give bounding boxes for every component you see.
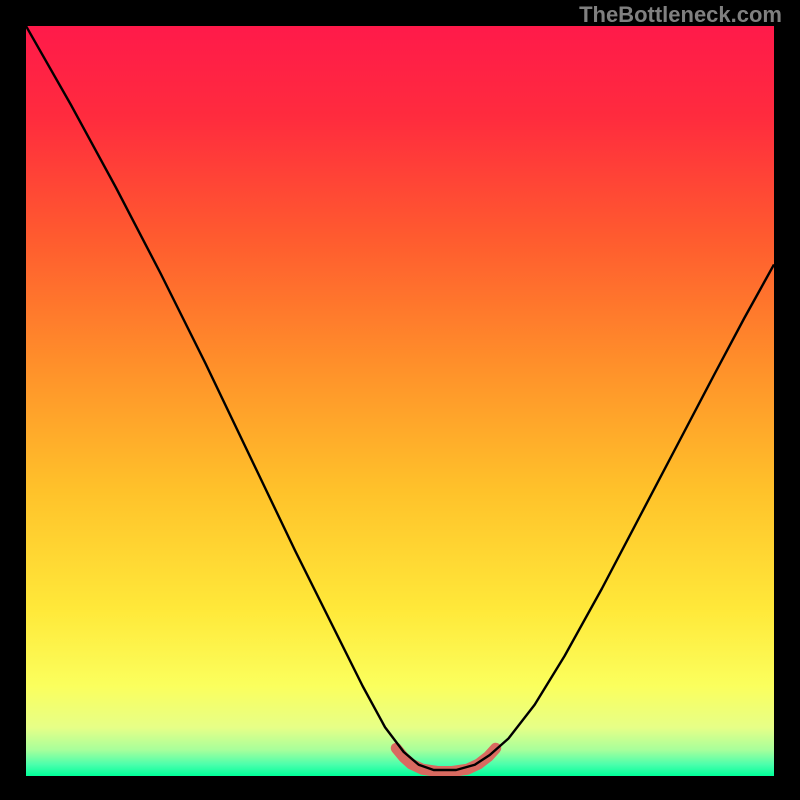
chart-container: TheBottleneck.com (0, 0, 800, 800)
watermark-text: TheBottleneck.com (579, 2, 782, 28)
plot-area (26, 26, 774, 776)
chart-svg (26, 26, 774, 776)
main-curve (26, 26, 774, 770)
